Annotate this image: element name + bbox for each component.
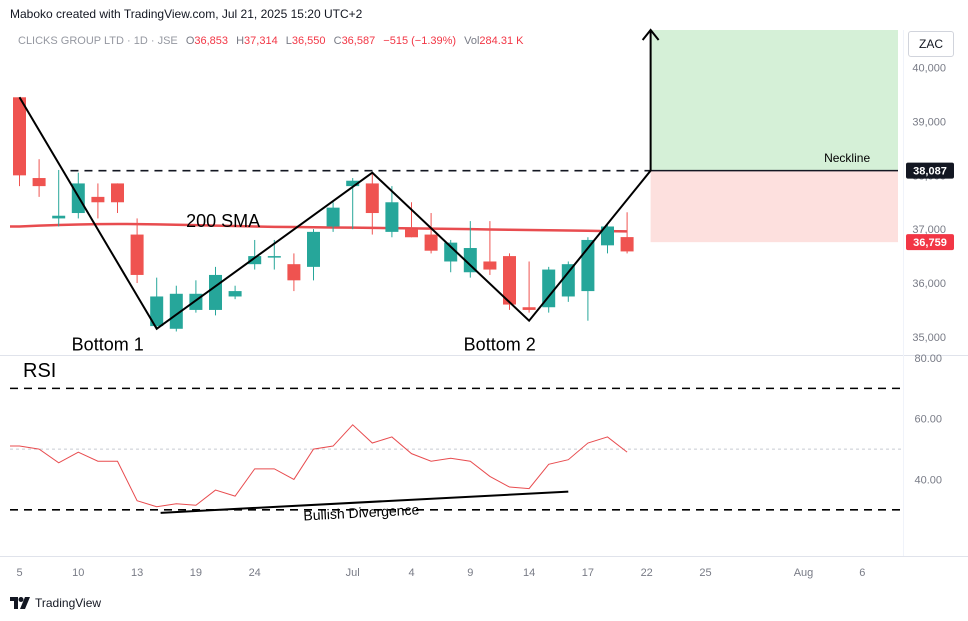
- rsi-line[interactable]: [10, 424, 628, 508]
- candle-body[interactable]: [503, 256, 516, 305]
- candle-body[interactable]: [111, 183, 124, 203]
- candle-body[interactable]: [287, 264, 301, 281]
- price-tick-label: 40,000: [912, 63, 946, 75]
- tradingview-brand: TradingView: [35, 596, 102, 610]
- low-label: L: [285, 35, 292, 47]
- time-tick-label: 14: [523, 567, 535, 579]
- candle-body[interactable]: [346, 180, 360, 187]
- bullish-divergence-label: Bullish Divergence: [303, 501, 420, 523]
- candle-body[interactable]: [326, 207, 340, 227]
- candle-body[interactable]: [248, 256, 262, 265]
- target-arrow-head: [641, 28, 660, 41]
- time-tick-label: 22: [641, 567, 653, 579]
- sma-200-line[interactable]: [10, 222, 628, 233]
- rsi-title: RSI: [23, 360, 56, 382]
- symbol-name[interactable]: CLICKS GROUP LTD · 1D · JSE: [18, 35, 178, 47]
- rsi-tick-label: 60.00: [914, 414, 942, 426]
- candle-body[interactable]: [13, 97, 26, 176]
- time-tick-label: 5: [16, 567, 22, 579]
- candle-body[interactable]: [267, 256, 281, 258]
- rsi-tick-label: 80.00: [914, 353, 942, 365]
- neckline-price-badge-bg: [906, 162, 954, 179]
- volume-label: Vol: [464, 35, 480, 47]
- time-tick-label: 9: [467, 567, 473, 579]
- open-value: 36,853: [194, 35, 229, 47]
- candle-body[interactable]: [561, 264, 575, 297]
- last-price-badge-bg: [906, 234, 954, 251]
- time-tick-label: 25: [699, 567, 711, 579]
- time-tick-label: 13: [131, 567, 143, 579]
- candle-body[interactable]: [444, 242, 458, 262]
- volume-value: 284.31 K: [479, 35, 524, 47]
- candle-body[interactable]: [365, 183, 379, 214]
- target-zone[interactable]: [650, 30, 898, 171]
- chart-credit: Maboko created with TradingView.com, Jul…: [10, 7, 363, 21]
- price-tick-label: 35,000: [912, 332, 946, 344]
- candle-body[interactable]: [542, 269, 556, 308]
- double-bottom-pattern[interactable]: [18, 30, 652, 331]
- rsi-tick-label: 40.00: [914, 474, 942, 486]
- candle-body[interactable]: [307, 231, 320, 267]
- bullish-divergence-line[interactable]: [160, 490, 569, 514]
- candle-body[interactable]: [52, 215, 66, 219]
- bottom-1-label: Bottom 1: [72, 334, 144, 354]
- time-tick-label: 4: [408, 567, 414, 579]
- candle-body[interactable]: [169, 293, 183, 329]
- candle-body[interactable]: [91, 196, 105, 203]
- neckline-price-badge: 38,087: [913, 166, 947, 178]
- high-value: 37,314: [244, 35, 278, 47]
- time-tick-label: 10: [72, 567, 84, 579]
- candle-body[interactable]: [463, 248, 477, 273]
- change-value: −515 (−1.39%): [383, 35, 457, 47]
- neckline-label: Neckline: [824, 151, 870, 165]
- candle-body[interactable]: [32, 178, 46, 187]
- candle-body[interactable]: [601, 226, 614, 246]
- candle-body[interactable]: [385, 202, 399, 232]
- candle-body[interactable]: [228, 291, 242, 297]
- time-tick-label: Aug: [794, 567, 814, 579]
- candle-body[interactable]: [130, 234, 144, 275]
- close-value: 36,587: [341, 35, 376, 47]
- price-tick-label: 39,000: [912, 117, 946, 129]
- last-price-badge: 36,759: [913, 237, 947, 249]
- time-tick-label: Jul: [346, 567, 360, 579]
- tradingview-footer: TradingView: [10, 596, 101, 610]
- stop-zone[interactable]: [650, 170, 898, 243]
- candle-body[interactable]: [522, 307, 536, 310]
- sma-label: 200 SMA: [186, 211, 260, 231]
- open-label: O: [185, 35, 195, 47]
- time-tick-label: 24: [249, 567, 261, 579]
- candle-body[interactable]: [150, 296, 164, 327]
- low-value: 36,550: [291, 35, 326, 47]
- price-tick-label: 36,000: [912, 278, 946, 290]
- bottom-2-label: Bottom 2: [464, 334, 536, 354]
- candle-body[interactable]: [209, 274, 222, 310]
- candle-body[interactable]: [620, 237, 634, 252]
- tradingview-logo-icon: [10, 597, 30, 609]
- time-tick-label: 6: [859, 567, 865, 579]
- candle-body[interactable]: [424, 234, 438, 251]
- high-label: H: [236, 35, 245, 47]
- time-tick-label: 17: [582, 567, 594, 579]
- price-tick-label: 37,000: [912, 224, 946, 236]
- time-tick-label: 19: [190, 567, 202, 579]
- currency-button[interactable]: ZAC: [908, 31, 954, 57]
- symbol-legend: CLICKS GROUP LTD · 1D · JSE O36,853 H37,…: [18, 35, 523, 47]
- close-label: C: [333, 35, 342, 47]
- candle-body[interactable]: [483, 261, 497, 270]
- candle-body[interactable]: [405, 229, 418, 238]
